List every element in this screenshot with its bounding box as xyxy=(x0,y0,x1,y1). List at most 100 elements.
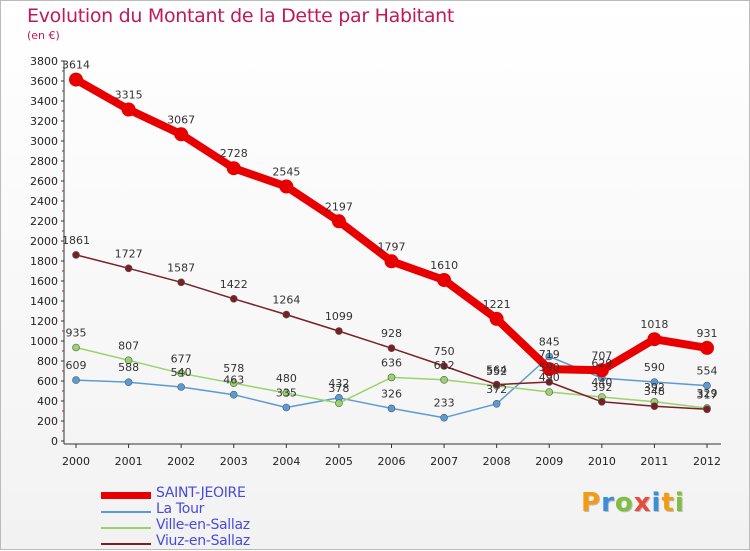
data-label: 609 xyxy=(66,359,87,372)
data-label: 480 xyxy=(276,372,297,385)
data-label: 463 xyxy=(223,374,244,387)
data-point xyxy=(598,397,606,406)
data-label: 440 xyxy=(591,376,612,389)
y-tick-label: 2000 xyxy=(30,235,58,248)
y-tick-label: 2800 xyxy=(30,155,58,168)
data-label: 578 xyxy=(223,362,244,375)
data-point xyxy=(124,264,133,273)
y-tick-label: 2200 xyxy=(30,215,58,228)
y-tick-label: 3600 xyxy=(30,75,58,88)
data-point xyxy=(282,403,291,412)
series-la-tour xyxy=(72,352,711,422)
data-point xyxy=(440,413,448,422)
data-point xyxy=(492,380,501,389)
data-label: 2728 xyxy=(220,147,248,160)
data-point xyxy=(335,327,343,335)
x-tick-label: 2002 xyxy=(167,455,195,468)
x-tick-label: 2001 xyxy=(115,455,143,468)
data-label: 845 xyxy=(539,336,560,349)
data-label: 1861 xyxy=(62,234,90,247)
y-tick-label: 3200 xyxy=(30,115,58,128)
logo-letter: i xyxy=(674,488,685,518)
data-label: 719 xyxy=(539,348,560,361)
data-label: 372 xyxy=(486,383,507,396)
data-point xyxy=(545,352,554,361)
data-point xyxy=(440,375,448,384)
data-point xyxy=(387,373,396,382)
data-point xyxy=(384,254,399,269)
data-point xyxy=(282,389,291,397)
proxiti-logo: Proxiti xyxy=(581,488,685,518)
data-labels: 3614 3315 3067 2728 2545 2197 1797 1610 1221 719 7… xyxy=(62,59,718,363)
data-label: 677 xyxy=(171,352,192,365)
data-point xyxy=(229,390,238,399)
data-label: 590 xyxy=(644,361,665,374)
data-point xyxy=(121,102,136,117)
data-point xyxy=(650,402,659,411)
y-tick-label: 1400 xyxy=(30,295,58,308)
data-point xyxy=(282,310,291,319)
data-label: 335 xyxy=(276,387,297,400)
y-tick-label: 1600 xyxy=(30,275,58,288)
logo-letter: x xyxy=(633,488,652,518)
data-label: 3067 xyxy=(167,113,195,126)
series-saint-jeoire xyxy=(69,72,714,378)
data-label: 317 xyxy=(697,388,718,401)
logo-letter: P xyxy=(581,488,602,518)
y-tick-label: 3400 xyxy=(30,95,58,108)
x-tick-label: 2010 xyxy=(588,455,616,468)
chart-title: Evolution du Montant de la Dette par Hab… xyxy=(27,5,455,27)
data-label: 935 xyxy=(66,327,87,340)
y-tick-label: 0 xyxy=(51,435,58,448)
data-label: 329 xyxy=(697,387,718,400)
data-label: 629 xyxy=(591,357,612,370)
data-point xyxy=(387,404,396,413)
data-label: 233 xyxy=(434,397,455,410)
data-label: 3614 xyxy=(62,59,90,72)
data-label: 552 xyxy=(486,365,507,378)
data-point xyxy=(594,363,609,378)
legend-label: La Tour xyxy=(156,501,205,517)
data-point xyxy=(437,273,452,287)
data-label: 1221 xyxy=(483,298,511,311)
data-point xyxy=(279,179,294,194)
x-tick-label: 2012 xyxy=(693,455,721,468)
data-label: 540 xyxy=(171,366,192,379)
data-label: 928 xyxy=(381,327,402,340)
data-point xyxy=(72,251,80,259)
x-tick-label: 2004 xyxy=(272,455,300,468)
y-tick-label: 600 xyxy=(37,375,58,388)
data-label: 931 xyxy=(697,327,718,340)
data-point xyxy=(177,369,185,378)
data-label: 1422 xyxy=(220,278,248,291)
series-ville-en-sallaz xyxy=(72,343,711,412)
x-tick-label: 2011 xyxy=(640,455,668,468)
y-tick-label: 2400 xyxy=(30,195,58,208)
x-tick-label: 2005 xyxy=(325,455,353,468)
data-point xyxy=(72,343,80,352)
logo-letter: i xyxy=(651,488,662,518)
data-label: 636 xyxy=(381,356,402,369)
y-tick-label: 3000 xyxy=(30,135,58,148)
data-point xyxy=(489,311,504,326)
data-label: 326 xyxy=(381,387,402,400)
data-point xyxy=(542,362,557,377)
data-label: 588 xyxy=(118,361,139,374)
data-label: 554 xyxy=(697,365,718,378)
data-label: 1610 xyxy=(430,259,458,272)
data-point xyxy=(177,278,185,287)
data-point xyxy=(124,378,133,387)
data-label: 392 xyxy=(644,381,665,394)
y-tick-label: 1800 xyxy=(30,255,58,268)
legend-swatch xyxy=(101,543,151,545)
data-point xyxy=(703,405,711,414)
logo-letter: o xyxy=(614,488,634,518)
y-tick-label: 2600 xyxy=(30,175,58,188)
data-label: 750 xyxy=(434,345,455,358)
data-point xyxy=(703,381,711,390)
data-label: 2545 xyxy=(272,166,300,179)
logo-letter: t xyxy=(661,488,675,518)
